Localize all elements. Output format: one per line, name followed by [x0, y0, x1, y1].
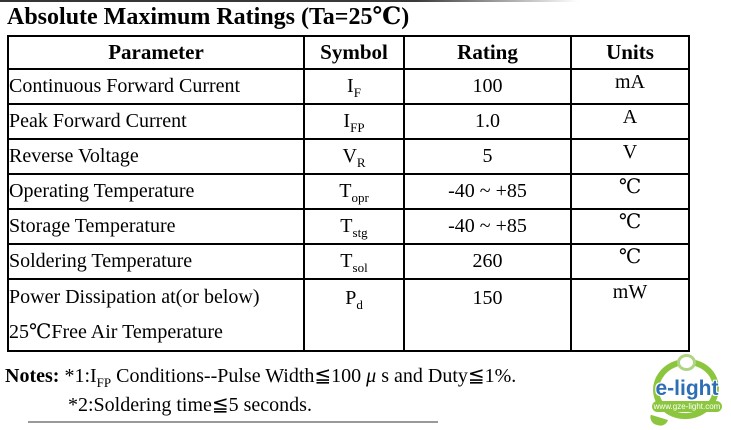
- parameter-line-2: 25℃Free Air Temperature: [9, 321, 223, 343]
- table-row: Soldering Temperature Tsol 260 ℃: [7, 243, 690, 280]
- note1-text-c: s and Duty≦1%.: [376, 365, 517, 387]
- symbol-cell: Tstg: [303, 208, 405, 245]
- symbol-base: P: [345, 287, 357, 309]
- table-header-row: Parameter Symbol Rating Units: [7, 35, 690, 70]
- parameter-cell: Operating Temperature: [7, 173, 305, 210]
- table-row: Peak Forward Current IFP 1.0 A: [7, 103, 690, 140]
- rating-cell: 1.0: [403, 103, 572, 140]
- symbol-cell: IF: [303, 68, 405, 105]
- symbol-cell: Pd: [303, 278, 405, 352]
- symbol-base: I: [347, 75, 354, 97]
- symbol-base: T: [339, 180, 352, 202]
- note1-mu-symbol: μ: [366, 365, 377, 387]
- col-header-units: Units: [570, 35, 690, 70]
- parameter-cell: Soldering Temperature: [7, 243, 305, 280]
- note1-text-a: *1:I: [59, 365, 97, 387]
- units-cell: ℃: [570, 208, 690, 245]
- units-cell: ℃: [570, 243, 690, 280]
- symbol-base: T: [340, 215, 353, 237]
- note-line-2: *2:Soldering time≦5 seconds.: [68, 394, 312, 416]
- parameter-cell: Power Dissipation at(or below) 25℃Free A…: [7, 278, 305, 352]
- units-cell: mA: [570, 68, 690, 105]
- rating-cell: -40 ~ +85: [403, 208, 572, 245]
- symbol-cell: Topr: [303, 173, 405, 210]
- symbol-cell: IFP: [303, 103, 405, 140]
- logo-sun-icon: [680, 357, 693, 368]
- symbol-subscript: sol: [352, 260, 368, 275]
- table-row: Reverse Voltage VR 5 V: [7, 138, 690, 175]
- rating-cell: 260: [403, 243, 572, 280]
- parameter-cell: Continuous Forward Current: [7, 68, 305, 105]
- parameter-cell: Storage Temperature: [7, 208, 305, 245]
- symbol-cell: VR: [303, 138, 405, 175]
- parameter-line-1: Power Dissipation at(or below): [9, 286, 260, 308]
- table-row: Continuous Forward Current IF 100 mA: [7, 68, 690, 105]
- units-cell: mW: [570, 278, 690, 352]
- units-cell: ℃: [570, 173, 690, 210]
- page-title: Absolute Maximum Ratings (Ta=25℃): [7, 4, 410, 30]
- symbol-subscript: R: [356, 155, 366, 170]
- note1-text-b: Conditions--Pulse Width≦100: [111, 365, 367, 387]
- rating-cell: 150: [403, 278, 572, 352]
- units-cell: A: [570, 103, 690, 140]
- symbol-subscript: opr: [351, 190, 369, 205]
- symbol-cell: Tsol: [303, 243, 405, 280]
- table-row: Storage Temperature Tstg -40 ~ +85 ℃: [7, 208, 690, 245]
- col-header-parameter: Parameter: [7, 35, 305, 70]
- logo-url: www.gze-light.com: [652, 401, 722, 412]
- symbol-subscript: stg: [352, 225, 368, 240]
- parameter-cell: Reverse Voltage: [7, 138, 305, 175]
- symbol-base: V: [342, 145, 357, 167]
- symbol-base: I: [343, 110, 351, 132]
- absolute-maximum-ratings-table: Parameter Symbol Rating Units Continuous…: [7, 35, 690, 352]
- note1-subscript: FP: [96, 375, 112, 390]
- rating-cell: 5: [403, 138, 572, 175]
- symbol-subscript: FP: [350, 120, 365, 135]
- parameter-cell: Peak Forward Current: [7, 103, 305, 140]
- units-cell: V: [570, 138, 690, 175]
- notes-label: Notes:: [5, 365, 60, 387]
- logo-wordmark: e-light: [655, 377, 719, 400]
- table-row: Power Dissipation at(or below) 25℃Free A…: [7, 278, 690, 352]
- note-line-1: Notes: *1:IFP Conditions--Pulse Width≦10…: [5, 363, 665, 390]
- scan-artifact-top-line: [0, 0, 578, 2]
- rating-cell: 100: [403, 68, 572, 105]
- table-row: Operating Temperature Topr -40 ~ +85 ℃: [7, 173, 690, 210]
- notes-section: Notes: *1:IFP Conditions--Pulse Width≦10…: [5, 363, 665, 419]
- col-header-symbol: Symbol: [303, 35, 405, 70]
- scan-artifact-bottom-line: [28, 421, 438, 423]
- symbol-base: T: [340, 250, 353, 272]
- rating-cell: -40 ~ +85: [403, 173, 572, 210]
- symbol-subscript: d: [356, 297, 363, 312]
- symbol-subscript: F: [353, 85, 361, 100]
- col-header-rating: Rating: [403, 35, 572, 70]
- elight-logo: e-light www.gze-light.com: [643, 354, 731, 426]
